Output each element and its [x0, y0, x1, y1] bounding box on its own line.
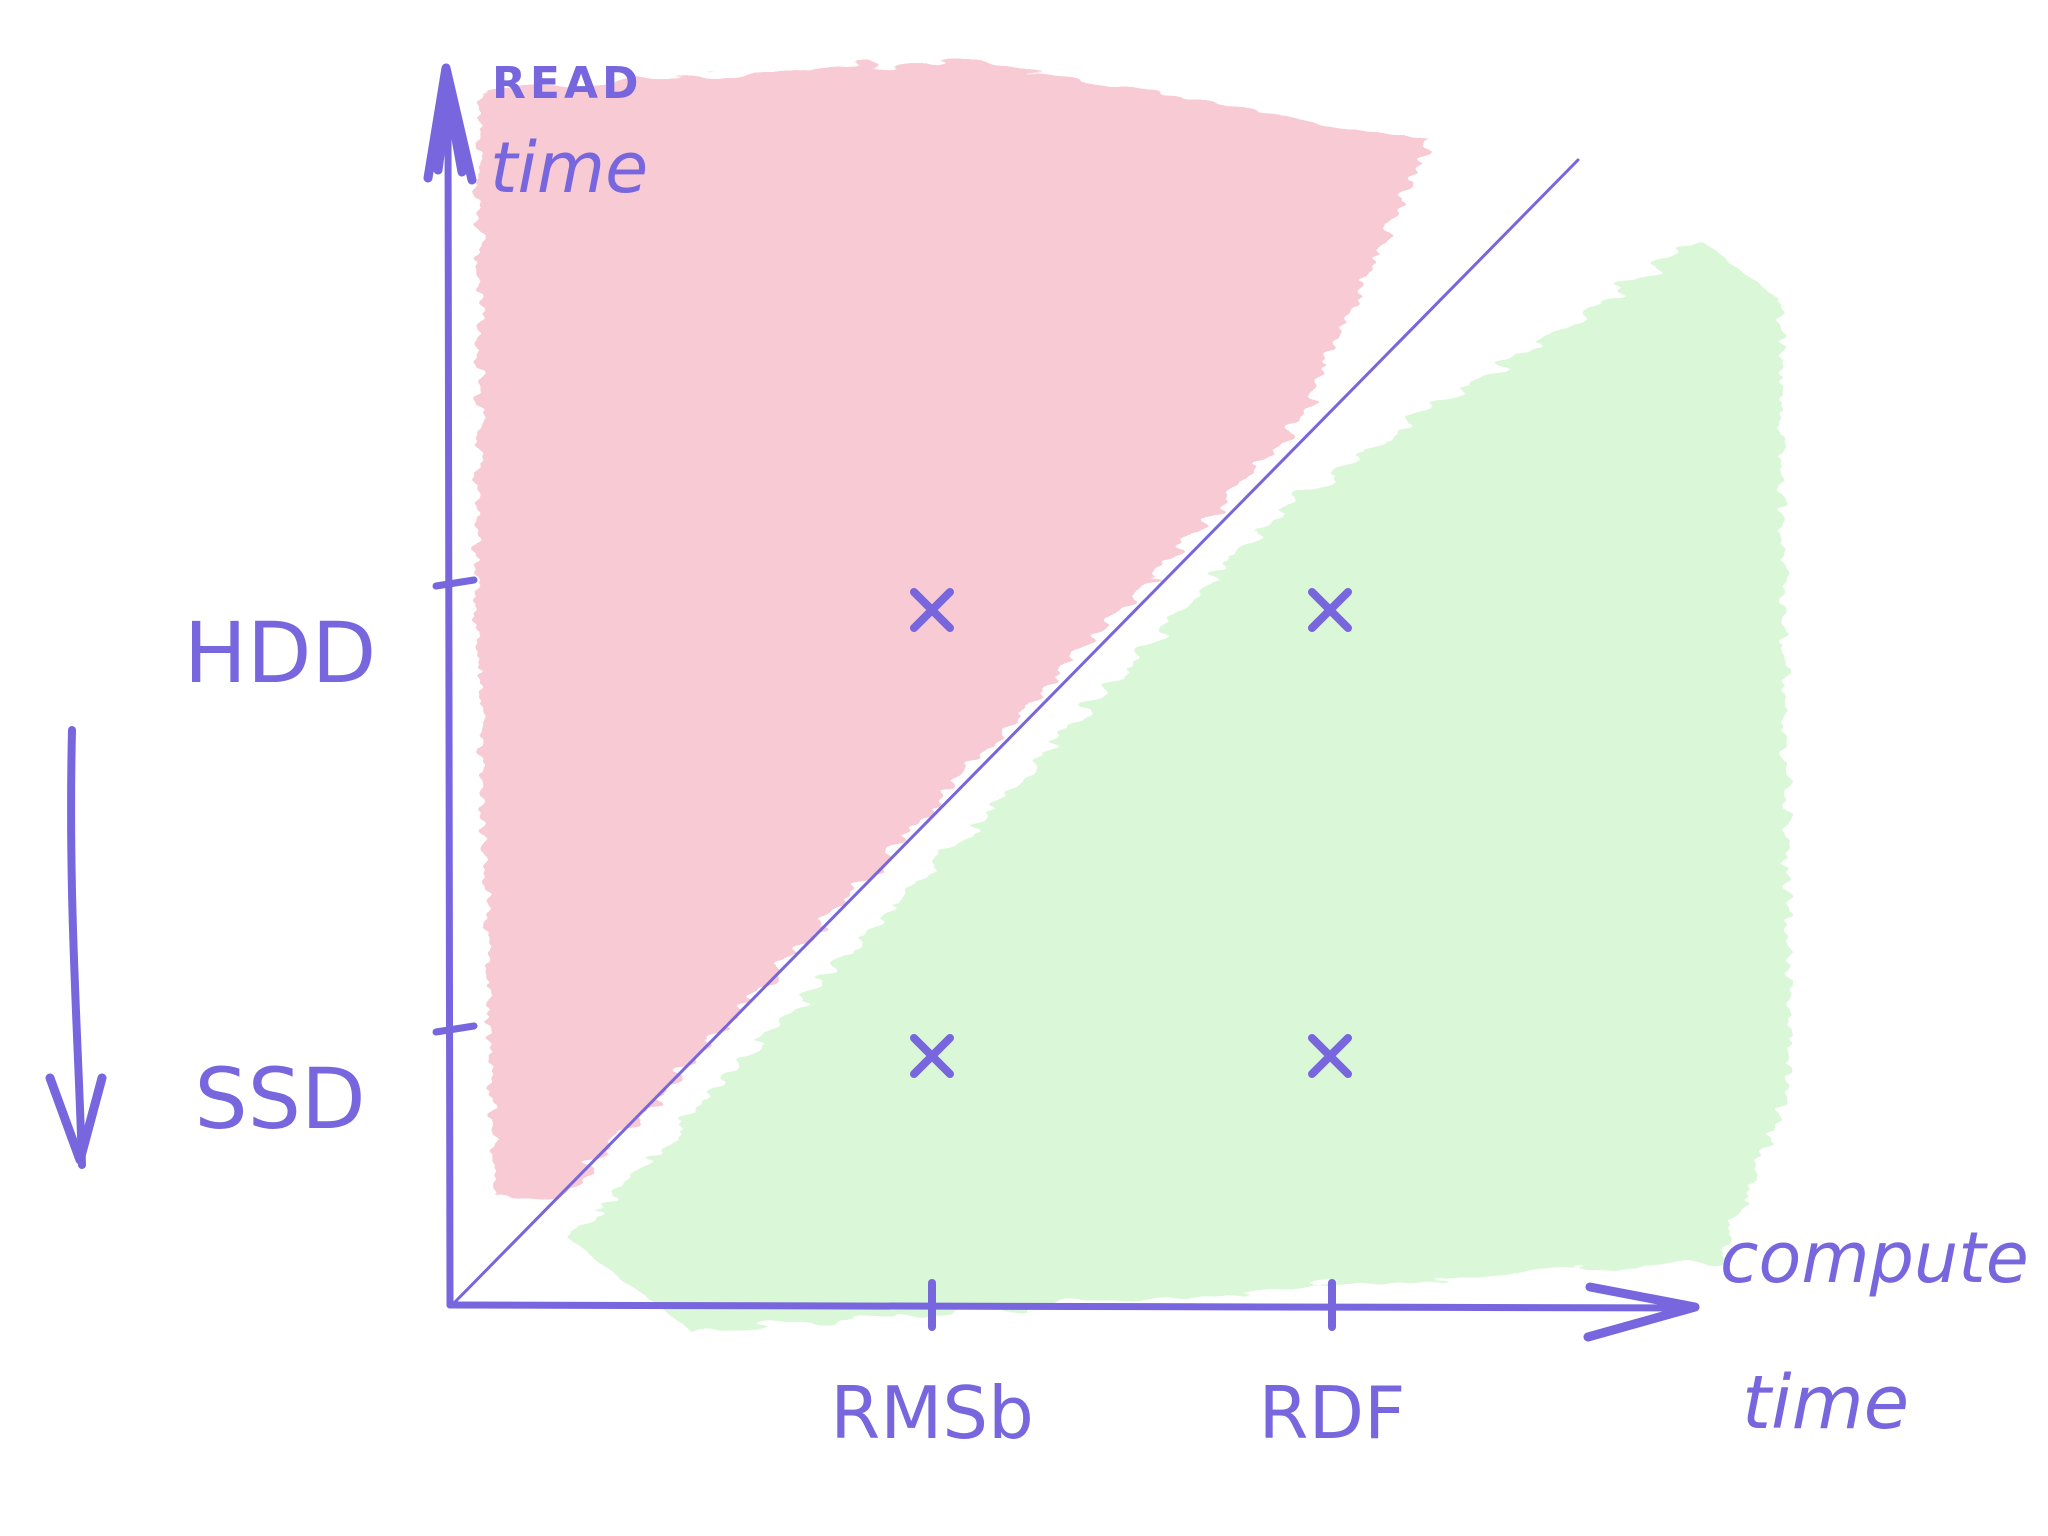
- y-tick-label-hdd: HDD: [184, 604, 377, 702]
- axes: [423, 63, 1700, 1342]
- side-arrow: [45, 726, 107, 1169]
- y-axis-title-line-1: READ: [492, 58, 643, 109]
- ticks: RMSb RDF SSD HDD: [184, 576, 1406, 1455]
- y-axis-arrowhead: [423, 63, 477, 185]
- y-axis-title: READ time: [490, 58, 648, 209]
- point-rmsb-hdd: [910, 588, 954, 632]
- side-arrow-shaft: [67, 726, 86, 1169]
- x-tick-label-rdf: RDF: [1259, 1371, 1406, 1455]
- x-axis-arrowhead: [1583, 1282, 1700, 1342]
- x-axis-line: [446, 1301, 1694, 1312]
- x-axis-title: compute time: [1720, 1217, 2029, 1446]
- data-points: [910, 588, 1352, 1078]
- pink-region: [478, 60, 1430, 1200]
- x-tick-label-rmsb: RMSb: [830, 1371, 1034, 1455]
- point-rdf-hdd: [1308, 588, 1352, 632]
- x-axis-title-line-2: time: [1742, 1360, 1909, 1446]
- y-tick-label-ssd: SSD: [194, 1050, 365, 1148]
- y-axis-line: [444, 114, 454, 1309]
- y-tick-ssd: [432, 1022, 478, 1036]
- diagonal-line: [450, 158, 1580, 1307]
- x-axis-title-line-1: compute: [1720, 1217, 2029, 1299]
- side-arrow-head: [45, 1073, 107, 1165]
- y-axis-title-line-2: time: [490, 127, 648, 209]
- point-rdf-ssd: [1308, 1034, 1352, 1078]
- shaded-regions: [478, 60, 1790, 1330]
- point-rmsb-ssd: [910, 1034, 954, 1078]
- y-tick-hdd: [432, 576, 478, 590]
- green-region: [570, 240, 1790, 1330]
